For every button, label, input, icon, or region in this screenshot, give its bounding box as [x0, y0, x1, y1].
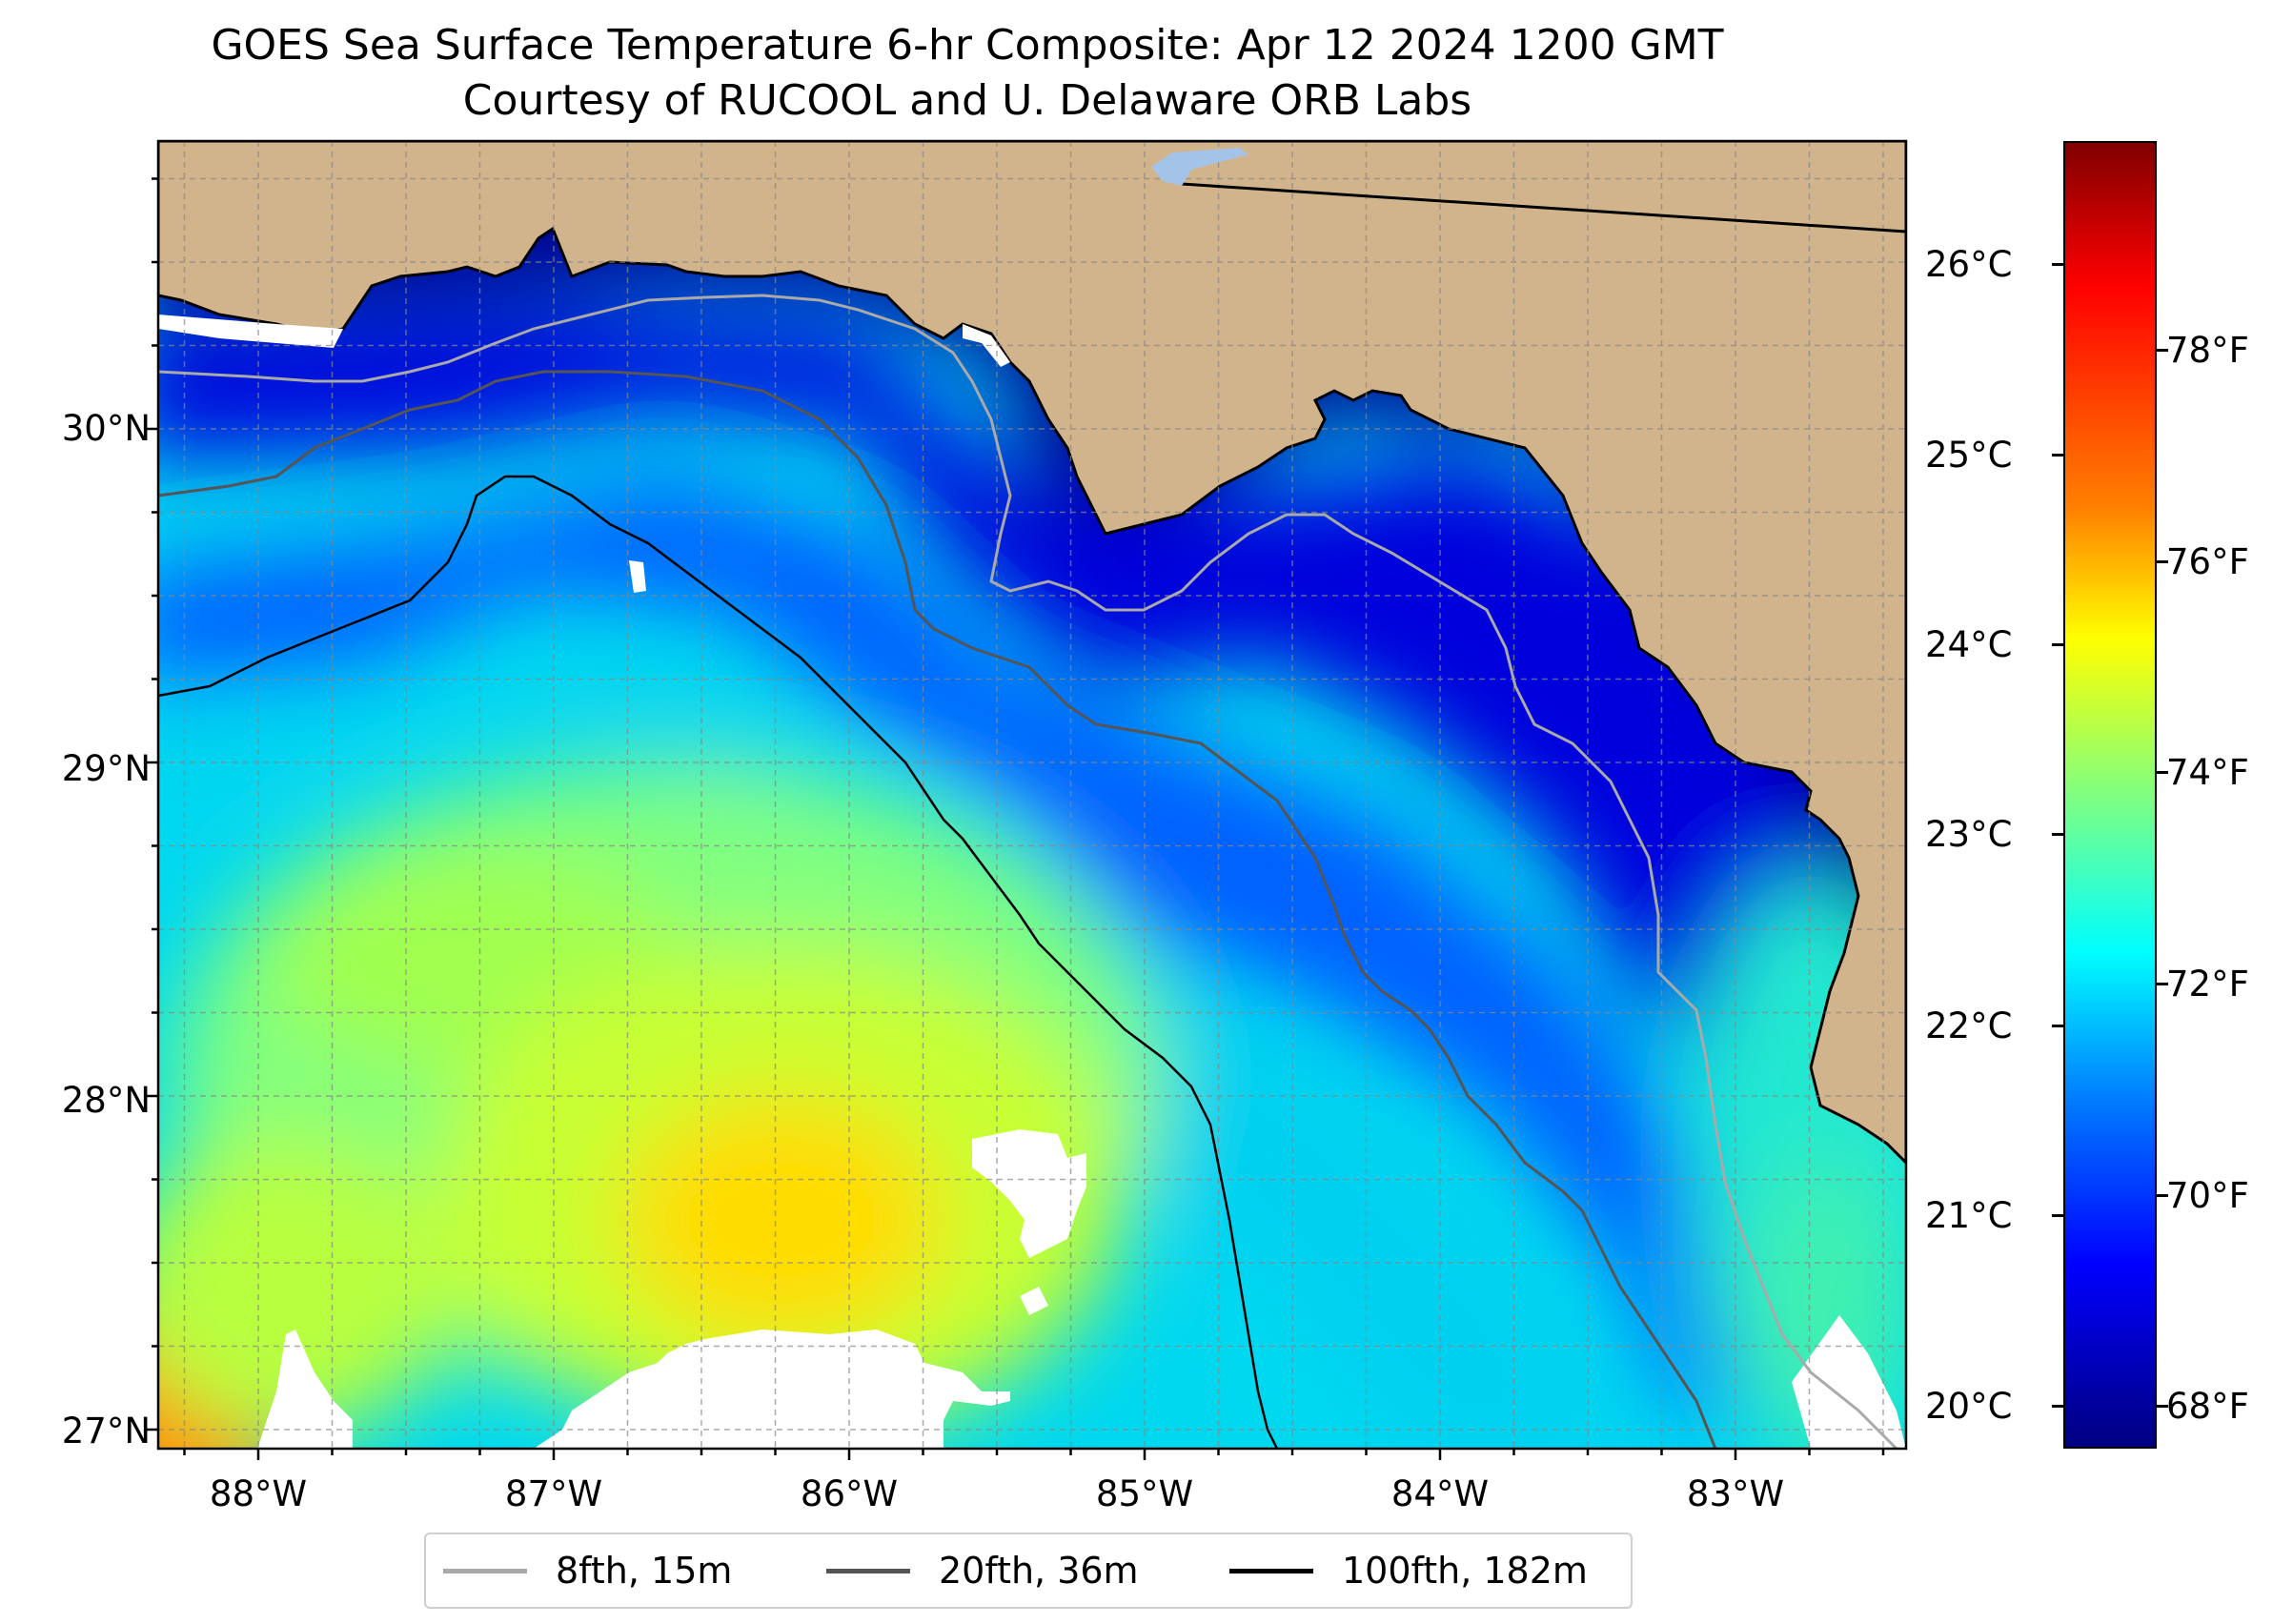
cb-tick: [2157, 349, 2168, 352]
cb-tick: [2052, 1025, 2063, 1027]
legend-swatch: [443, 1568, 527, 1573]
map-title: GOES Sea Surface Temperature 6-hr Compos…: [211, 21, 1724, 70]
cb-label-20c: 20°C: [1925, 1386, 2013, 1427]
x-tick-83w: 83°W: [1686, 1473, 1785, 1514]
cb-label-70f: 70°F: [2166, 1175, 2249, 1216]
cb-label-68f: 68°F: [2166, 1386, 2249, 1427]
cb-tick: [2157, 983, 2168, 985]
cb-tick: [2157, 771, 2168, 774]
land: [158, 141, 1906, 1166]
y-tick-28n: 28°N: [61, 1080, 151, 1121]
colorbar: [2063, 141, 2157, 1449]
isobath-15m: [158, 294, 1898, 1449]
legend-label: 8fth, 15m: [556, 1550, 733, 1592]
y-tick-30n: 30°N: [61, 408, 151, 449]
cb-label-26c: 26°C: [1925, 244, 2013, 285]
cb-label-76f: 76°F: [2166, 541, 2249, 582]
x-tick-84w: 84°W: [1390, 1473, 1490, 1514]
cb-label-78f: 78°F: [2166, 330, 2249, 371]
axis-ticks: [147, 177, 1885, 1460]
cb-tick: [2052, 1214, 2063, 1217]
x-tick-86w: 86°W: [800, 1473, 899, 1514]
legend-swatch: [826, 1568, 910, 1573]
legend-label: 100fth, 182m: [1342, 1550, 1588, 1592]
cb-label-72f: 72°F: [2166, 964, 2249, 1005]
gridlines: [158, 141, 1906, 1449]
cb-label-25c: 25°C: [1925, 435, 2013, 476]
cb-tick: [2052, 643, 2063, 646]
legend-item-182m: 100fth, 182m: [1229, 1534, 1588, 1607]
cb-label-23c: 23°C: [1925, 814, 2013, 855]
cb-label-21c: 21°C: [1925, 1195, 2013, 1236]
legend-item-15m: 8fth, 15m: [443, 1534, 732, 1607]
legend: 8fth, 15m 20fth, 36m 100fth, 182m: [424, 1533, 1633, 1609]
cb-tick: [2052, 833, 2063, 836]
no-data-regions: [257, 560, 1906, 1449]
isobath-36m: [158, 370, 1717, 1449]
legend-label: 20fth, 36m: [939, 1550, 1139, 1592]
legend-item-36m: 20fth, 36m: [826, 1534, 1139, 1607]
plot-frame: [156, 139, 1908, 1451]
isobath-182m: [158, 475, 1279, 1449]
cb-tick: [2052, 454, 2063, 457]
cb-label-22c: 22°C: [1925, 1005, 2013, 1046]
cb-label-24c: 24°C: [1925, 624, 2013, 665]
x-tick-85w: 85°W: [1095, 1473, 1194, 1514]
lake: [1151, 148, 1248, 186]
state-border: [1181, 182, 1906, 233]
y-tick-29n: 29°N: [61, 748, 151, 789]
y-tick-27n: 27°N: [61, 1411, 151, 1451]
cb-label-74f: 74°F: [2166, 752, 2249, 793]
cb-tick: [2052, 1405, 2063, 1408]
cb-tick: [2052, 263, 2063, 266]
x-tick-87w: 87°W: [504, 1473, 603, 1514]
cb-tick: [2157, 560, 2168, 563]
legend-swatch: [1229, 1568, 1313, 1573]
x-tick-88w: 88°W: [209, 1473, 308, 1514]
map-subtitle: Courtesy of RUCOOL and U. Delaware ORB L…: [462, 76, 1472, 125]
cb-tick: [2157, 1405, 2168, 1408]
cb-tick: [2157, 1194, 2168, 1197]
